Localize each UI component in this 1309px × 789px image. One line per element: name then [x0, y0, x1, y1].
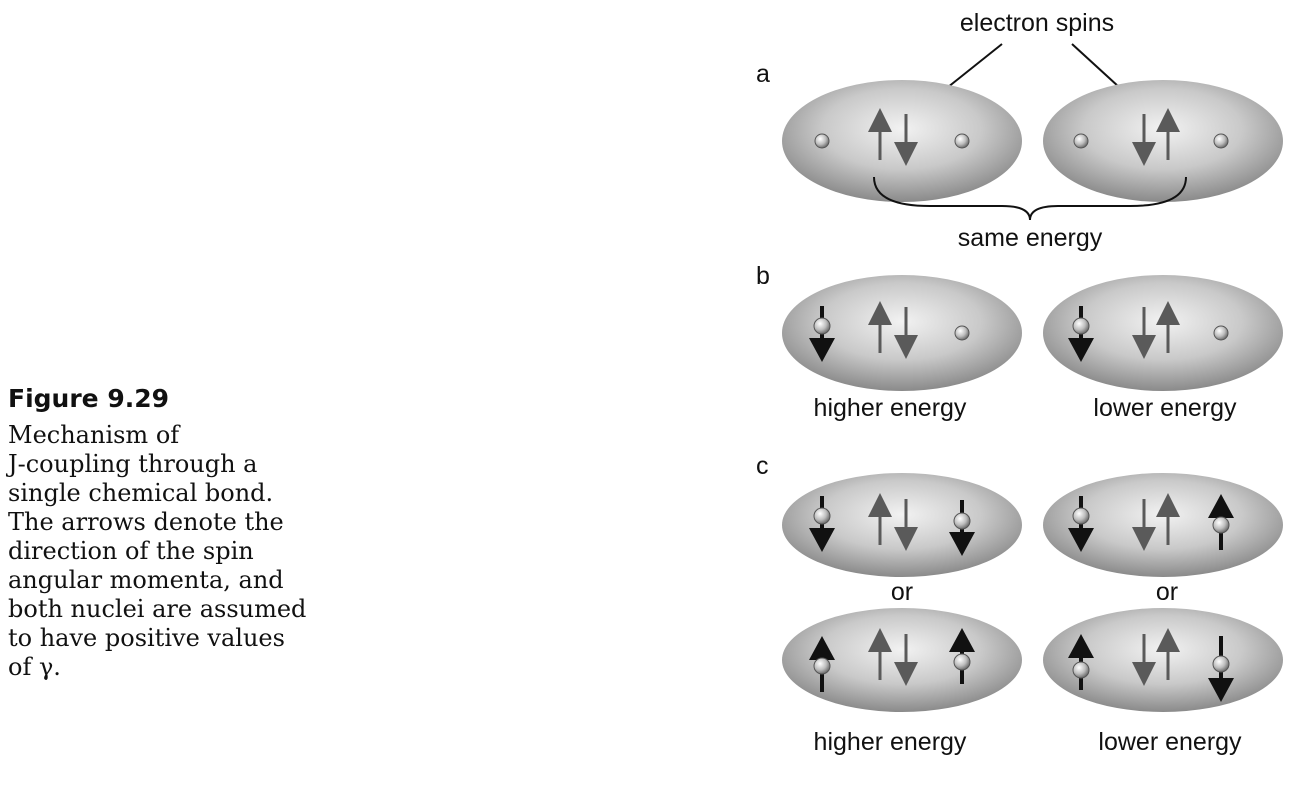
b-higher-energy-label: higher energy: [814, 394, 967, 422]
orbital-a-right: [1043, 80, 1283, 202]
caption-line: J-coupling through a: [8, 450, 258, 478]
electron-spin-up-arrow-icon: [868, 628, 892, 680]
same-energy-label: same energy: [958, 224, 1103, 252]
nuclear-spin-arrow-icon: [809, 306, 835, 362]
nuclear-spin-arrow-icon: [809, 496, 835, 552]
nucleus-icon: [1073, 133, 1089, 149]
nuclear-spin-arrow-icon: [1068, 496, 1094, 552]
nucleus-icon: [954, 325, 970, 341]
caption-line: to have positive values: [8, 624, 285, 652]
nucleus-icon: [1213, 325, 1229, 341]
nuclear-spin-arrow-icon: [1208, 494, 1234, 550]
orbital-c-top-left: [782, 473, 1022, 577]
electron-spin-down-arrow-icon: [1132, 307, 1156, 359]
electron-spin-down-arrow-icon: [1132, 634, 1156, 686]
electron-spin-down-arrow-icon: [1132, 114, 1156, 166]
nuclear-spin-arrow-icon: [1068, 306, 1094, 362]
electron-spin-down-arrow-icon: [894, 307, 918, 359]
caption-body: Mechanism of J-coupling through a single…: [8, 421, 388, 682]
nucleus-icon: [1213, 133, 1229, 149]
electron-spin-up-arrow-icon: [1156, 493, 1180, 545]
caption-line: direction of the spin: [8, 537, 254, 565]
orbital-b-left: [782, 275, 1022, 391]
panel-label-b: b: [756, 262, 770, 290]
electron-spins-label: electron spins: [960, 9, 1114, 37]
c-or-left-label: or: [891, 578, 913, 606]
panel-label-c: c: [756, 452, 769, 480]
figure-caption: Figure 9.29 Mechanism of J-coupling thro…: [8, 384, 388, 682]
caption-line: both nuclei are assumed: [8, 595, 307, 623]
orbital-b-right: [1043, 275, 1283, 391]
electron-spin-down-arrow-icon: [894, 114, 918, 166]
caption-title: Figure 9.29: [8, 384, 170, 413]
nuclear-spin-arrow-icon: [1208, 636, 1234, 702]
electron-spin-down-arrow-icon: [894, 634, 918, 686]
c-lower-energy-label: lower energy: [1098, 728, 1242, 756]
orbital-a-left: [782, 80, 1022, 202]
electron-spin-up-arrow-icon: [868, 301, 892, 353]
electron-spin-down-arrow-icon: [894, 499, 918, 551]
c-or-right-label: or: [1156, 578, 1178, 606]
electron-spin-up-arrow-icon: [868, 108, 892, 160]
caption-line: single chemical bond.: [8, 479, 274, 507]
c-higher-energy-label: higher energy: [814, 728, 967, 756]
nucleus-icon: [954, 133, 970, 149]
nucleus-icon: [814, 133, 830, 149]
caption-line: angular momenta, and: [8, 566, 284, 594]
electron-spin-down-arrow-icon: [1132, 499, 1156, 551]
same-energy-brace: [873, 176, 1187, 221]
electron-spin-up-arrow-icon: [1156, 301, 1180, 353]
caption-line: The arrows denote the: [8, 508, 284, 536]
electron-spin-up-arrow-icon: [1156, 628, 1180, 680]
nuclear-spin-arrow-icon: [949, 500, 975, 556]
panel-label-a: a: [756, 60, 770, 88]
caption-line: of γ.: [8, 653, 61, 681]
nuclear-spin-arrow-icon: [949, 628, 975, 684]
electron-spin-up-arrow-icon: [868, 493, 892, 545]
nuclear-spin-arrow-icon: [809, 636, 835, 692]
caption-line: Mechanism of: [8, 421, 180, 449]
b-lower-energy-label: lower energy: [1093, 394, 1237, 422]
nuclear-spin-arrow-icon: [1068, 634, 1094, 690]
electron-spin-up-arrow-icon: [1156, 108, 1180, 160]
